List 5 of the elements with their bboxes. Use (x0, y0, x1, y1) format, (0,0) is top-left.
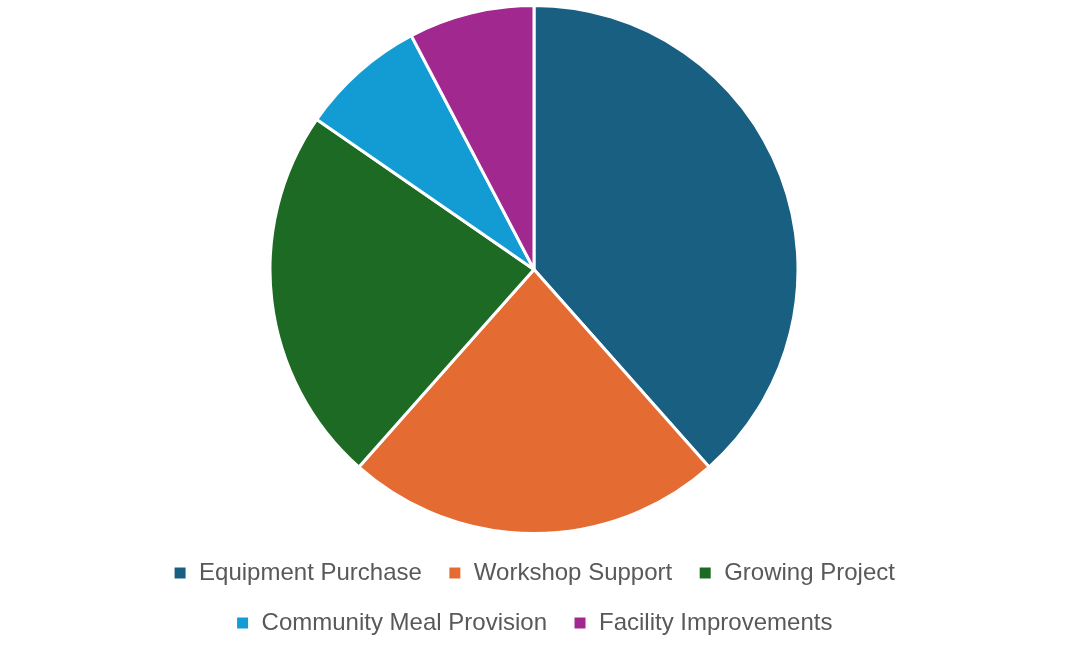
legend-label: Facility Improvements (599, 607, 833, 635)
legend-label: Workshop Support (473, 557, 673, 585)
legend-label: Equipment Purchase (199, 557, 422, 585)
legend-label: Growing Project (724, 557, 896, 585)
legend-label: Community Meal Provision (261, 607, 548, 635)
